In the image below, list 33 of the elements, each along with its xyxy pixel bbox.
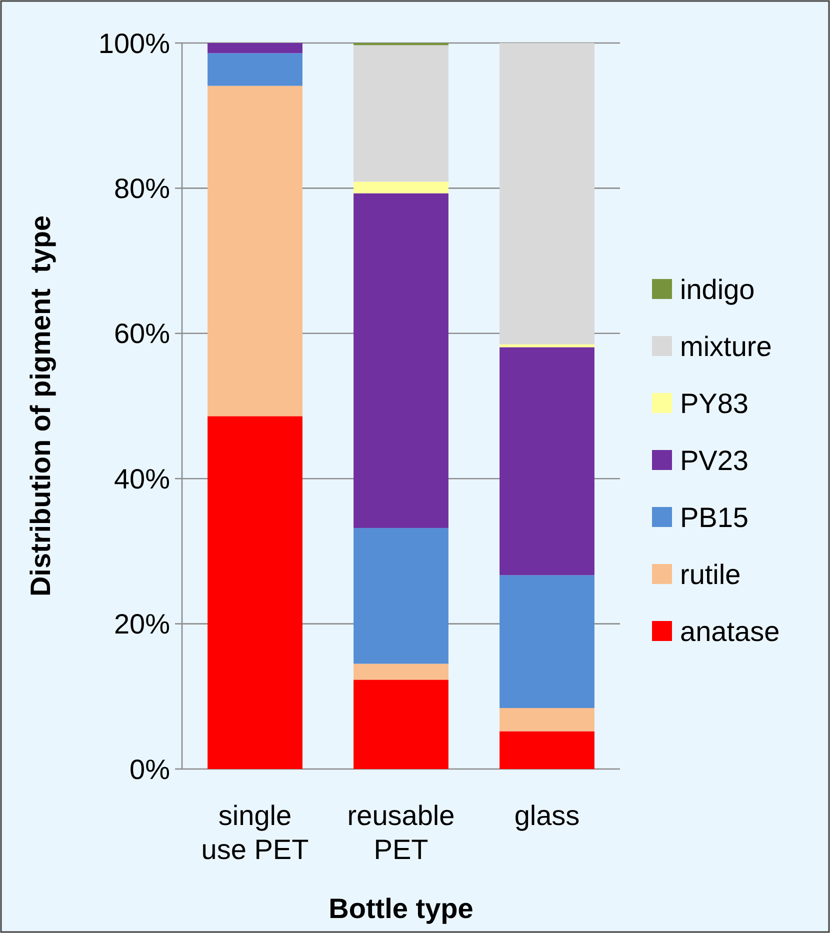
bar bbox=[354, 193, 448, 528]
bar bbox=[208, 43, 302, 54]
bar bbox=[500, 347, 594, 576]
y-tick-label: 60% bbox=[114, 318, 170, 350]
bar bbox=[354, 680, 448, 769]
y-tick-label: 100% bbox=[98, 28, 170, 59]
bar bbox=[208, 86, 302, 416]
bar bbox=[208, 53, 302, 86]
bar bbox=[208, 416, 302, 769]
x-tick-label: single use PET bbox=[201, 800, 309, 865]
x-tick-label: glass bbox=[514, 800, 580, 831]
y-tick-label: 80% bbox=[114, 173, 170, 204]
legend-label: PB15 bbox=[680, 502, 748, 533]
legend-label: mixture bbox=[680, 330, 772, 362]
legend-label: indigo bbox=[680, 274, 755, 305]
bar bbox=[354, 528, 448, 664]
bar bbox=[500, 575, 594, 708]
legend-label: rutile bbox=[680, 558, 741, 590]
legend-label: PV23 bbox=[680, 444, 748, 476]
x-tick-label: reusable PET bbox=[347, 800, 455, 865]
y-axis-title: Distribution of pigment type bbox=[25, 215, 56, 597]
bar bbox=[354, 182, 448, 194]
bar bbox=[354, 664, 448, 680]
y-tick-label: 40% bbox=[114, 463, 170, 494]
bar bbox=[500, 731, 594, 769]
bar bbox=[500, 708, 594, 732]
x-axis-title: Bottle type bbox=[328, 893, 474, 924]
y-tick-label: 0% bbox=[130, 754, 170, 785]
y-tick-label: 20% bbox=[114, 608, 170, 640]
bar bbox=[354, 45, 448, 182]
legend-label: PY83 bbox=[680, 388, 748, 419]
legend-label: anatase bbox=[680, 616, 780, 647]
bar bbox=[500, 43, 594, 344]
